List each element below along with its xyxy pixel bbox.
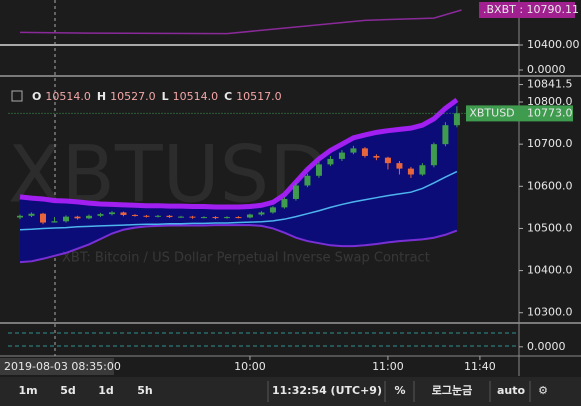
candle-body: [120, 212, 127, 215]
y-tick-label: 10800.0: [527, 95, 573, 108]
candle-body: [419, 165, 426, 175]
candle-body: [350, 148, 357, 153]
middle-band: [19, 170, 458, 231]
ohlc-value: 10514.0: [173, 90, 219, 103]
high-label: 10841.5: [527, 78, 573, 91]
interval-button[interactable]: 5d: [60, 384, 76, 397]
price-tag-bg: [519, 105, 573, 122]
candle-body: [97, 214, 104, 216]
candle-body: [235, 217, 242, 219]
ohlc-value: 10514.0: [45, 90, 91, 103]
expand-icon[interactable]: [11, 90, 23, 102]
candle-body: [258, 212, 265, 215]
index-tag: .BXBT : 10790.11: [483, 3, 579, 16]
y-tick-label: 10500.0: [527, 221, 573, 234]
candle-body: [143, 215, 150, 217]
percent-toggle[interactable]: %: [394, 384, 405, 397]
candle-body: [373, 155, 380, 158]
candle-body: [442, 125, 449, 145]
candle-body: [177, 216, 184, 218]
candle-body: [108, 212, 115, 215]
candle-body: [338, 152, 345, 159]
candle-body: [200, 217, 207, 219]
y-tick-label: 10400.0: [527, 264, 573, 277]
price-tag-name: XBTUSD: [469, 106, 514, 119]
x-tick-label: 10:00: [234, 360, 266, 373]
candle-body: [51, 221, 58, 223]
candle-body: [16, 215, 23, 218]
interval-button[interactable]: 1d: [98, 384, 114, 397]
candle-body: [166, 215, 173, 218]
candle-body: [396, 163, 403, 169]
candle-body: [74, 216, 81, 219]
candle-body: [453, 113, 460, 126]
x-tick-label: 11:00: [372, 360, 404, 373]
ohlc-value: 10527.0: [110, 90, 156, 103]
ohlc-key: C: [224, 90, 232, 103]
y-tick-label: 10300.0: [527, 306, 573, 319]
toolbar-separators: [267, 381, 531, 402]
candle-body: [62, 216, 69, 222]
ohlc-value: 10517.0: [236, 90, 282, 103]
log-toggle[interactable]: 로그눈금: [432, 384, 472, 397]
candle-body: [430, 144, 437, 166]
settings-icon[interactable]: ⚙: [538, 384, 548, 397]
y-tick-label: 0.0000: [527, 340, 566, 353]
upper-band: [19, 97, 459, 210]
candle-body: [292, 185, 299, 199]
candle-body: [39, 213, 46, 223]
watermark-subtitle: XBT: Bitcoin / US Dollar Perpetual Inver…: [62, 251, 430, 266]
candle-body: [154, 215, 161, 217]
band-fill: [19, 99, 457, 263]
candle-body: [327, 158, 334, 165]
candle-body: [189, 216, 196, 218]
ohlc-key: L: [162, 90, 169, 103]
candle-body: [281, 198, 288, 208]
y-tick-label: 10400.00: [527, 38, 580, 51]
y2-tick-label: 0.0000: [527, 63, 566, 76]
index-line: [19, 9, 462, 35]
candle-body: [315, 164, 322, 176]
interval-button[interactable]: 5h: [137, 384, 153, 397]
lower-band: [19, 224, 458, 264]
candle-body: [212, 217, 219, 219]
candle-body: [407, 168, 414, 175]
auto-toggle[interactable]: auto: [497, 384, 526, 397]
price-tag-name-bg: [466, 105, 519, 122]
candle-body: [246, 214, 253, 218]
crosshair-label: 2019-08-03 08:35:00: [4, 360, 121, 373]
ohlc-legend: O 10514.0 H 10527.0 L 10514.0 C 10517.0: [32, 90, 282, 103]
x-tick-label: 11:40: [464, 360, 496, 373]
y-tick-label: 10600.0: [527, 179, 573, 192]
candle-body: [304, 175, 311, 186]
price-tag-value: 10773.0: [527, 106, 573, 119]
toolbar: 1m 5d 1d 5h 11:32:54 (UTC+9)% 로그눈금 auto: [18, 384, 525, 397]
candle-body: [223, 217, 230, 219]
candle-body: [361, 148, 368, 156]
toolbar-bg: [0, 377, 581, 406]
interval-button[interactable]: 1m: [18, 384, 37, 397]
ohlc-key: H: [97, 90, 106, 103]
index-tag-bg: [479, 1, 575, 18]
candle-body: [269, 207, 276, 213]
candle-body: [384, 157, 391, 164]
candle-body: [131, 214, 138, 216]
clock: 11:32:54 (UTC+9): [272, 384, 382, 397]
candle-body: [28, 213, 35, 216]
ohlc-key: O: [32, 90, 41, 103]
y-tick-label: 10700.0: [527, 137, 573, 150]
crosshair-label-bg: [0, 358, 114, 375]
candle-body: [85, 215, 92, 219]
